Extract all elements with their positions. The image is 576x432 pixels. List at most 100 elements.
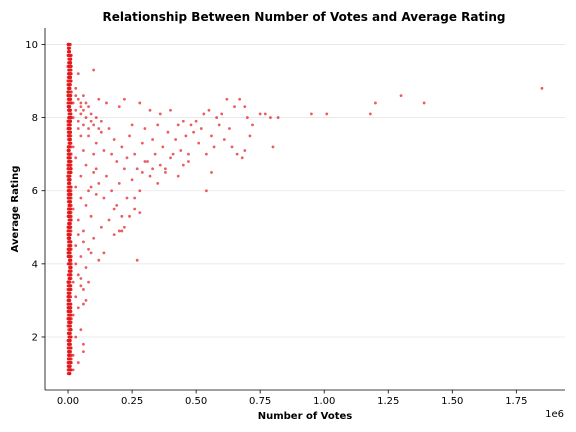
data-point [105,101,108,105]
data-point [89,251,93,255]
data-point [67,218,71,222]
data-point [68,339,72,343]
data-point [87,280,90,284]
x-tick-label: 1.00 [313,396,335,407]
data-point [68,83,72,87]
data-point [117,229,121,233]
x-axis-label: Number of Votes [258,411,353,422]
data-point [87,247,90,251]
data-point [69,101,73,105]
data-point [76,361,80,364]
x-tick-label: 1.25 [377,396,399,407]
data-point [192,130,195,134]
data-point [67,298,71,303]
data-point [66,90,70,94]
data-point [67,346,71,350]
data-point [368,112,372,116]
data-point [68,141,72,145]
data-point [89,185,93,189]
data-point [204,152,208,156]
data-point [94,116,98,119]
data-point [67,50,71,54]
data-point [67,115,71,120]
data-point [240,156,244,160]
data-point [68,273,72,277]
y-tick-label: 4 [32,259,38,270]
data-point [74,262,78,266]
data-point [79,284,83,288]
data-point [69,152,73,156]
data-point [128,134,131,138]
data-point [220,112,224,116]
data-point [69,68,73,72]
data-point [69,265,73,270]
data-point [82,240,85,244]
data-point [135,167,139,171]
data-point [125,156,129,160]
data-point [230,145,234,149]
y-tick-label: 10 [25,40,38,51]
data-point [269,116,272,119]
data-point [133,152,137,156]
data-point [82,302,85,306]
data-point [207,108,211,112]
data-point [181,163,185,167]
data-point [174,138,178,141]
data-point [120,229,124,233]
data-point [67,134,71,138]
data-point [84,203,88,207]
data-point [89,112,93,116]
x-tick-label: 1.50 [441,396,463,407]
data-point [87,134,90,138]
data-point [130,123,134,127]
data-point [146,160,149,163]
data-point [71,353,75,357]
data-point [69,196,73,200]
data-point [112,207,116,211]
y-tick-label: 8 [32,113,38,124]
data-point [66,174,70,178]
data-point [67,156,71,160]
data-point [156,182,160,185]
data-point [76,273,80,277]
data-point [112,233,116,236]
data-point [110,189,114,193]
data-point [79,174,83,178]
data-point [112,138,116,141]
data-point [271,145,275,149]
data-point [69,170,73,175]
data-point [66,251,70,255]
data-point [67,353,71,357]
data-point [163,171,167,174]
data-point [66,94,70,98]
data-point [138,101,142,105]
data-point [84,266,88,269]
x-tick-label: 0.75 [249,396,271,407]
data-point [69,328,73,332]
data-point [325,112,329,116]
data-point [202,112,206,116]
data-point [263,112,267,116]
data-point [92,123,96,127]
data-point [235,152,239,156]
data-point [245,116,249,119]
data-point [68,61,73,65]
data-point [125,196,129,200]
data-point [68,123,72,127]
data-point [68,112,73,116]
data-point [71,368,75,372]
data-point [67,189,71,193]
data-point [181,119,185,123]
data-point [92,171,96,174]
data-point [89,119,93,123]
data-point [176,174,180,178]
data-point [67,46,72,50]
data-point [110,152,114,156]
data-point [148,174,152,178]
data-point [69,64,73,68]
data-point [79,134,83,138]
data-point [76,97,80,101]
data-point [66,229,70,233]
data-point [76,233,80,236]
